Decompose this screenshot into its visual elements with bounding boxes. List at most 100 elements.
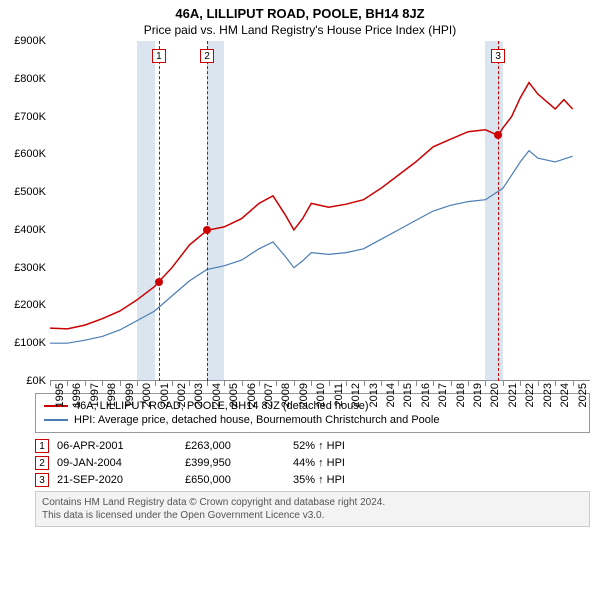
sales-diff: 44% ↑ HPI (293, 457, 393, 469)
x-axis-label: 2014 (385, 383, 397, 407)
y-axis-label: £500K (14, 186, 46, 198)
x-axis-label: 2020 (489, 383, 501, 407)
sales-price: £399,950 (185, 457, 285, 469)
y-axis-label: £600K (14, 148, 46, 160)
sales-marker-num: 3 (35, 473, 49, 487)
x-axis-label: 2024 (559, 383, 571, 407)
x-axis-label: 2019 (472, 383, 484, 407)
x-axis-label: 2000 (141, 383, 153, 407)
plot-svg (50, 41, 590, 381)
x-axis-tick (50, 381, 51, 386)
x-axis-label: 2015 (402, 383, 414, 407)
x-axis-tick (67, 381, 68, 386)
x-axis-label: 2007 (263, 383, 275, 407)
x-axis-tick (451, 381, 452, 386)
x-axis-label: 2009 (298, 383, 310, 407)
chart-subtitle: Price paid vs. HM Land Registry's House … (0, 23, 600, 37)
x-axis-label: 2017 (437, 383, 449, 407)
x-axis-label: 1998 (106, 383, 118, 407)
x-axis-tick (102, 381, 103, 386)
y-axis-label: £100K (14, 337, 46, 349)
x-axis-tick (329, 381, 330, 386)
sales-date: 09-JAN-2004 (57, 457, 177, 469)
sales-diff: 35% ↑ HPI (293, 474, 393, 486)
x-axis-label: 2012 (350, 383, 362, 407)
y-axis-label: £300K (14, 262, 46, 274)
x-axis-tick (207, 381, 208, 386)
x-axis-label: 2011 (333, 383, 345, 407)
y-axis-label: £800K (14, 73, 46, 85)
x-axis-tick (189, 381, 190, 386)
x-axis-tick (573, 381, 574, 386)
x-axis-label: 2010 (315, 383, 327, 407)
legend-row-2: HPI: Average price, detached house, Bour… (44, 414, 581, 426)
x-axis-tick (224, 381, 225, 386)
sales-price: £650,000 (185, 474, 285, 486)
x-axis-label: 2008 (280, 383, 292, 407)
x-axis-tick (468, 381, 469, 386)
sales-price: £263,000 (185, 440, 285, 452)
x-axis-label: 1997 (89, 383, 101, 407)
x-axis-tick (346, 381, 347, 386)
x-axis-label: 1995 (54, 383, 66, 407)
x-axis-label: 2002 (176, 383, 188, 407)
x-axis-label: 2025 (577, 383, 589, 407)
y-axis-label: £700K (14, 111, 46, 123)
chart-container: 46A, LILLIPUT ROAD, POOLE, BH14 8JZ Pric… (0, 6, 600, 596)
x-axis-label: 2004 (211, 383, 223, 407)
sales-marker-num: 2 (35, 456, 49, 470)
x-axis-label: 1996 (71, 383, 83, 407)
x-axis-label: 2023 (542, 383, 554, 407)
x-axis-label: 2003 (193, 383, 205, 407)
sale-marker-line (498, 41, 499, 381)
x-axis-label: 2006 (246, 383, 258, 407)
x-axis-tick (538, 381, 539, 386)
x-axis-label: 1999 (124, 383, 136, 407)
sales-row: 2 09-JAN-2004 £399,950 44% ↑ HPI (35, 456, 590, 470)
x-axis-tick (416, 381, 417, 386)
chart-area: 123 £0K£100K£200K£300K£400K£500K£600K£70… (50, 41, 590, 381)
sales-diff: 52% ↑ HPI (293, 440, 393, 452)
x-axis-tick (381, 381, 382, 386)
x-axis-tick (155, 381, 156, 386)
sale-marker-label: 3 (491, 49, 505, 63)
sales-date: 06-APR-2001 (57, 440, 177, 452)
x-axis-label: 2016 (420, 383, 432, 407)
legend-swatch-hpi (44, 419, 68, 421)
x-axis-label: 2013 (368, 383, 380, 407)
x-axis-tick (242, 381, 243, 386)
series-line (50, 83, 573, 329)
plot-region: 123 (50, 41, 590, 381)
x-axis-label: 2001 (159, 383, 171, 407)
x-axis-tick (294, 381, 295, 386)
sales-row: 3 21-SEP-2020 £650,000 35% ↑ HPI (35, 473, 590, 487)
sale-marker-line (207, 41, 208, 381)
y-axis-label: £200K (14, 299, 46, 311)
x-axis-tick (398, 381, 399, 386)
x-axis-tick (555, 381, 556, 386)
series-line (50, 151, 573, 344)
sale-marker-line (159, 41, 160, 381)
legend-label-hpi: HPI: Average price, detached house, Bour… (74, 414, 439, 426)
x-axis-tick (137, 381, 138, 386)
sales-date: 21-SEP-2020 (57, 474, 177, 486)
sale-marker-dot (494, 131, 502, 139)
x-axis-label: 2005 (228, 383, 240, 407)
sales-table: 1 06-APR-2001 £263,000 52% ↑ HPI 2 09-JAN-200… (35, 439, 590, 487)
x-axis-tick (485, 381, 486, 386)
y-axis-label: £0K (26, 375, 46, 387)
y-axis-label: £900K (14, 35, 46, 47)
x-axis-tick (311, 381, 312, 386)
x-axis-label: 2021 (507, 383, 519, 407)
x-axis-label: 2018 (455, 383, 467, 407)
x-axis-tick (364, 381, 365, 386)
y-axis-label: £400K (14, 224, 46, 236)
footnote-line2: This data is licensed under the Open Gov… (42, 509, 583, 522)
sale-marker-dot (155, 278, 163, 286)
x-axis-tick (85, 381, 86, 386)
footnote-line1: Contains HM Land Registry data © Crown c… (42, 496, 583, 509)
sales-marker-num: 1 (35, 439, 49, 453)
x-axis-tick (520, 381, 521, 386)
footnote: Contains HM Land Registry data © Crown c… (35, 491, 590, 527)
x-axis-tick (433, 381, 434, 386)
